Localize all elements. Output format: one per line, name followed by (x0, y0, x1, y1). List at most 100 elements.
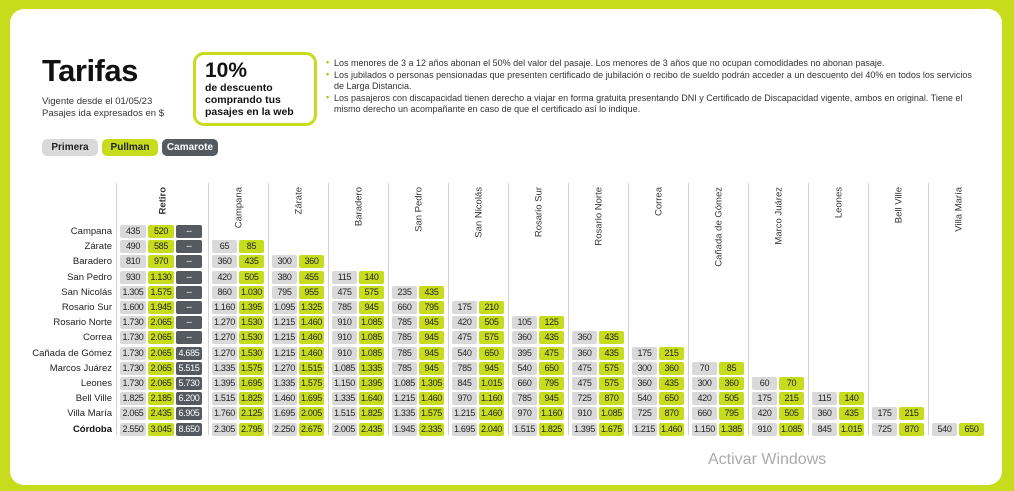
fare-cell-primera: 1.730 (120, 346, 146, 360)
currency-note: Pasajes ida expresados en $ (42, 108, 164, 119)
fare-cell-pullman: 435 (239, 255, 264, 269)
fare-cell-camarote: -- (176, 301, 202, 314)
fare-cell-pullman: 140 (359, 270, 384, 284)
fare-cell-primera: 115 (332, 270, 357, 284)
fare-cell-primera: 300 (692, 377, 717, 390)
fare-cell-primera: 1.730 (120, 361, 146, 375)
fare-cell-primera: 930 (120, 270, 146, 284)
column-header-label: Cañada de Gómez (713, 187, 725, 267)
fare-cell-primera: 1.730 (120, 331, 146, 345)
column-header-label: Leones (833, 187, 845, 219)
tariff-card: Tarifas Vigente desde el 01/05/23 Pasaje… (10, 9, 1002, 485)
fare-cell-pullman: 435 (839, 407, 864, 421)
row-label: Rosario Sur (61, 302, 112, 313)
fare-cell-primera: 1.335 (272, 377, 297, 390)
fare-cell-pullman: 2.435 (359, 422, 384, 436)
fare-cell-primera: 420 (212, 270, 237, 284)
column-header: Correa (628, 183, 689, 435)
fare-cell-primera: 1.305 (120, 285, 146, 299)
row-label: Zárate (84, 241, 112, 253)
fare-cell-pullman: 1.575 (299, 377, 324, 390)
row-label: San Nicolás (61, 286, 112, 298)
fare-cell-pullman: 1.085 (359, 316, 384, 330)
fare-cell-pullman: 945 (419, 346, 444, 360)
fare-cell-pullman: 85 (719, 361, 744, 375)
fare-cell-pullman: 2.185 (148, 392, 174, 406)
fare-cell-primera: 1.825 (120, 392, 146, 406)
fare-cell-pullman: 210 (479, 301, 504, 314)
fare-cell-pullman: 2.675 (299, 422, 324, 436)
fare-cell-pullman: 1.160 (539, 407, 564, 421)
fare-cell-pullman: 795 (719, 407, 744, 421)
fare-cell-camarote: 5.515 (176, 361, 202, 375)
column-header-label: Bell Ville (893, 187, 905, 224)
row-label: Marcos Juárez (49, 362, 112, 374)
column-header-label: Correa (653, 187, 665, 217)
note-item: • Los menores de 3 a 12 años abonan el 50… (326, 57, 885, 68)
fare-cell-pullman: 1.305 (419, 377, 444, 390)
fare-cell-pullman: 970 (148, 255, 174, 269)
windows-activation-watermark: Activar Windows (708, 451, 827, 468)
fare-cell-pullman: 1.825 (539, 422, 564, 436)
fare-cell-pullman: 1.085 (599, 407, 624, 421)
note-item: • Los pasajeros con discapacidad tienen d… (326, 91, 963, 115)
fare-cell-primera: 360 (572, 331, 597, 345)
fare-cell-primera: 1.695 (272, 407, 297, 421)
fare-cell-primera: 70 (692, 361, 717, 375)
fare-cell-primera: 540 (632, 392, 657, 406)
fare-cell-primera: 1.150 (692, 422, 717, 436)
fare-cell-primera: 785 (392, 346, 417, 360)
column-header: San Pedro (388, 183, 449, 435)
fare-cell-pullman: 505 (479, 316, 504, 330)
fare-cell-pullman: 2.040 (479, 422, 504, 436)
fare-cell-primera: 845 (452, 377, 477, 390)
fare-cell-pullman: 1.460 (479, 407, 504, 421)
fare-cell-primera: 115 (812, 392, 837, 406)
fare-cell-primera: 360 (632, 377, 657, 390)
fare-cell-primera: 435 (120, 225, 146, 238)
fare-cell-pullman: 1.460 (299, 316, 324, 330)
fare-cell-pullman: 140 (839, 392, 864, 406)
fare-cell-primera: 1.515 (332, 407, 357, 421)
fare-cell-pullman: 1.575 (148, 285, 174, 299)
conditions-notes: • Los menores de 3 a 12 años abonan el 50… (326, 57, 978, 116)
fare-cell-pullman: 575 (599, 361, 624, 375)
fare-cell-pullman: 795 (419, 301, 444, 314)
fare-cell-primera: 1.730 (120, 377, 146, 390)
row-label: Rosario Norte (53, 317, 112, 329)
fare-cell-camarote: -- (176, 240, 202, 254)
fare-cell-pullman: 2.065 (148, 331, 174, 345)
fare-cell-pullman: 520 (148, 225, 174, 238)
fare-cell-primera: 420 (692, 392, 717, 406)
page-title: Tarifas (42, 53, 138, 88)
fare-cell-pullman: 1.460 (299, 346, 324, 360)
fare-cell-primera: 1.095 (272, 301, 297, 314)
validity-info: Vigente desde el 01/05/23 Pasajes ida ex… (42, 96, 164, 120)
fare-cell-primera: 2.305 (212, 422, 237, 436)
fare-cell-pullman: 1.695 (239, 377, 264, 390)
fare-cell-pullman: 955 (299, 285, 324, 299)
fare-cell-pullman: 435 (599, 331, 624, 345)
fare-cell-pullman: 360 (299, 255, 324, 269)
fare-cell-primera: 395 (512, 346, 537, 360)
fare-cell-pullman: 945 (419, 361, 444, 375)
fare-cell-primera: 540 (512, 361, 537, 375)
fare-cell-pullman: 575 (599, 377, 624, 390)
fare-cell-camarote: -- (176, 316, 202, 330)
fare-cell-pullman: 1.460 (659, 422, 684, 436)
fare-cell-primera: 1.335 (212, 361, 237, 375)
fare-cell-primera: 475 (452, 331, 477, 345)
fare-cell-pullman: 2.335 (419, 422, 444, 436)
fare-cell-primera: 785 (392, 361, 417, 375)
column-header-label: San Pedro (413, 187, 425, 232)
fare-cell-primera: 785 (332, 301, 357, 314)
fare-cell-primera: 1.695 (452, 422, 477, 436)
row-label: Bell Ville (75, 393, 112, 405)
fare-cell-primera: 785 (512, 392, 537, 406)
fare-cell-pullman: 505 (239, 270, 264, 284)
fare-cell-primera: 490 (120, 240, 146, 254)
fare-cell-primera: 1.085 (392, 377, 417, 390)
discount-line-1: de descuento (205, 82, 273, 94)
fare-cell-pullman: 1.575 (239, 361, 264, 375)
row-label: Correa (82, 332, 112, 344)
